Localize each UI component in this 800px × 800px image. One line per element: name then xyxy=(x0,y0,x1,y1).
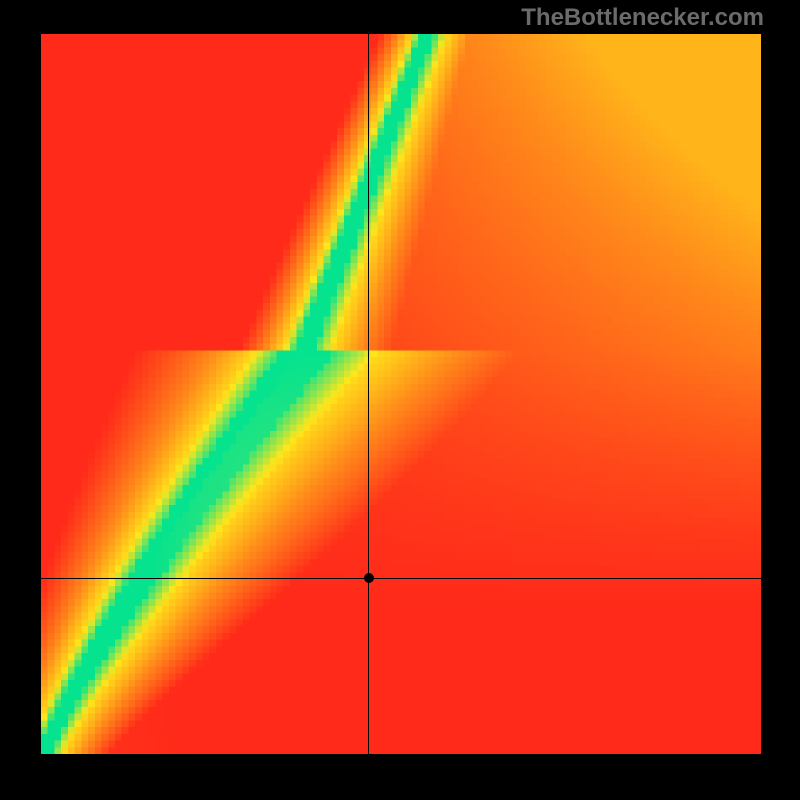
watermark-text: TheBottlenecker.com xyxy=(521,4,764,32)
bottleneck-heatmap xyxy=(41,34,761,754)
crosshair-vertical xyxy=(368,34,369,754)
crosshair-horizontal xyxy=(41,578,761,579)
chart-container: TheBottlenecker.com xyxy=(0,0,800,800)
crosshair-dot xyxy=(364,573,374,583)
